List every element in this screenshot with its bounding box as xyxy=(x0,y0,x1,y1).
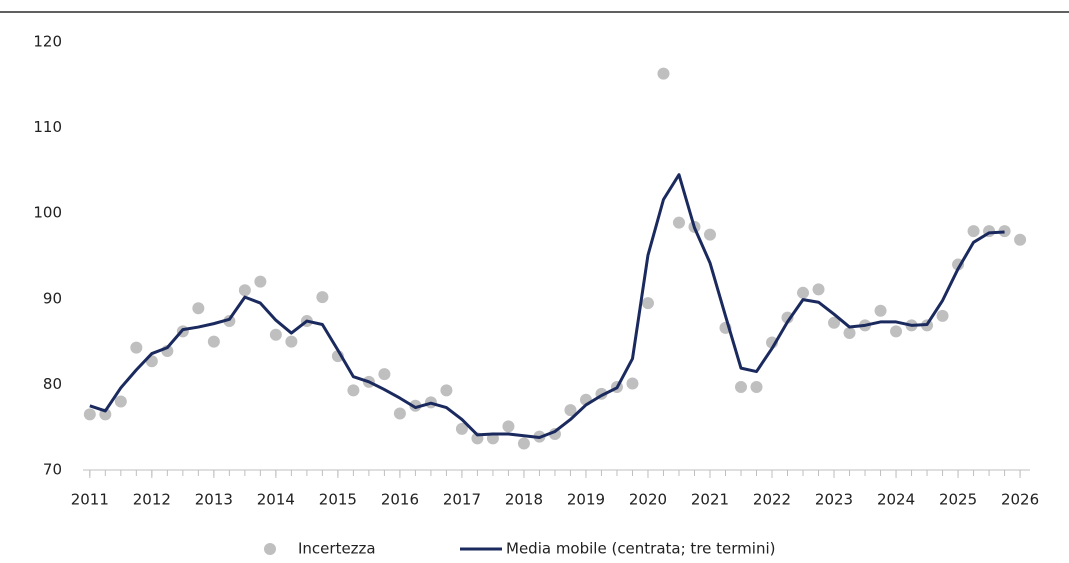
x-tick-label: 2025 xyxy=(939,491,977,509)
point xyxy=(750,380,763,393)
y-tick-label: 80 xyxy=(43,375,62,393)
point xyxy=(254,275,267,288)
x-tick-label: 2013 xyxy=(195,491,233,509)
point xyxy=(316,291,329,304)
point xyxy=(83,408,96,421)
point xyxy=(890,325,903,338)
y-tick-label: 90 xyxy=(43,289,62,307)
point xyxy=(223,315,236,328)
x-tick-label: 2024 xyxy=(877,491,915,509)
point xyxy=(641,297,654,310)
x-tick-label: 2019 xyxy=(567,491,605,509)
y-tick-label: 120 xyxy=(33,33,62,51)
legend-label: Media mobile (centrata; tre termini) xyxy=(506,540,775,558)
point xyxy=(781,311,794,324)
point xyxy=(285,335,298,348)
point xyxy=(936,309,949,322)
point xyxy=(502,420,515,433)
y-tick-label: 70 xyxy=(43,461,62,479)
x-tick-label: 2011 xyxy=(71,491,109,509)
point xyxy=(735,380,748,393)
point xyxy=(347,384,360,397)
x-tick-label: 2016 xyxy=(381,491,419,509)
x-tick-label: 2023 xyxy=(815,491,853,509)
point xyxy=(657,67,670,80)
point xyxy=(564,404,577,417)
legend-marker xyxy=(264,543,276,555)
y-tick-label: 100 xyxy=(33,204,62,222)
point xyxy=(130,341,143,354)
point xyxy=(626,377,639,390)
y-tick-label: 110 xyxy=(33,118,62,136)
legend-label: Incertezza xyxy=(298,540,376,558)
point xyxy=(703,228,716,241)
point xyxy=(828,316,841,329)
point xyxy=(192,302,205,315)
point xyxy=(1014,233,1027,246)
point xyxy=(269,328,282,341)
x-tick-label: 2012 xyxy=(133,491,171,509)
point xyxy=(455,422,468,435)
point xyxy=(967,225,980,238)
x-tick-label: 2017 xyxy=(443,491,481,509)
x-tick-label: 2021 xyxy=(691,491,729,509)
x-tick-label: 2015 xyxy=(319,491,357,509)
x-tick-label: 2026 xyxy=(1001,491,1039,509)
point xyxy=(812,283,825,296)
point xyxy=(393,407,406,420)
point xyxy=(797,286,810,299)
point xyxy=(378,368,391,381)
point xyxy=(843,327,856,340)
point xyxy=(238,284,251,297)
point xyxy=(517,437,530,450)
point xyxy=(114,395,127,408)
x-tick-label: 2020 xyxy=(629,491,667,509)
x-tick-label: 2018 xyxy=(505,491,543,509)
point xyxy=(998,225,1011,238)
point xyxy=(672,216,685,229)
x-tick-label: 2022 xyxy=(753,491,791,509)
point xyxy=(207,335,220,348)
line xyxy=(89,173,1005,439)
point xyxy=(874,304,887,317)
point xyxy=(440,384,453,397)
x-tick-label: 2014 xyxy=(257,491,295,509)
